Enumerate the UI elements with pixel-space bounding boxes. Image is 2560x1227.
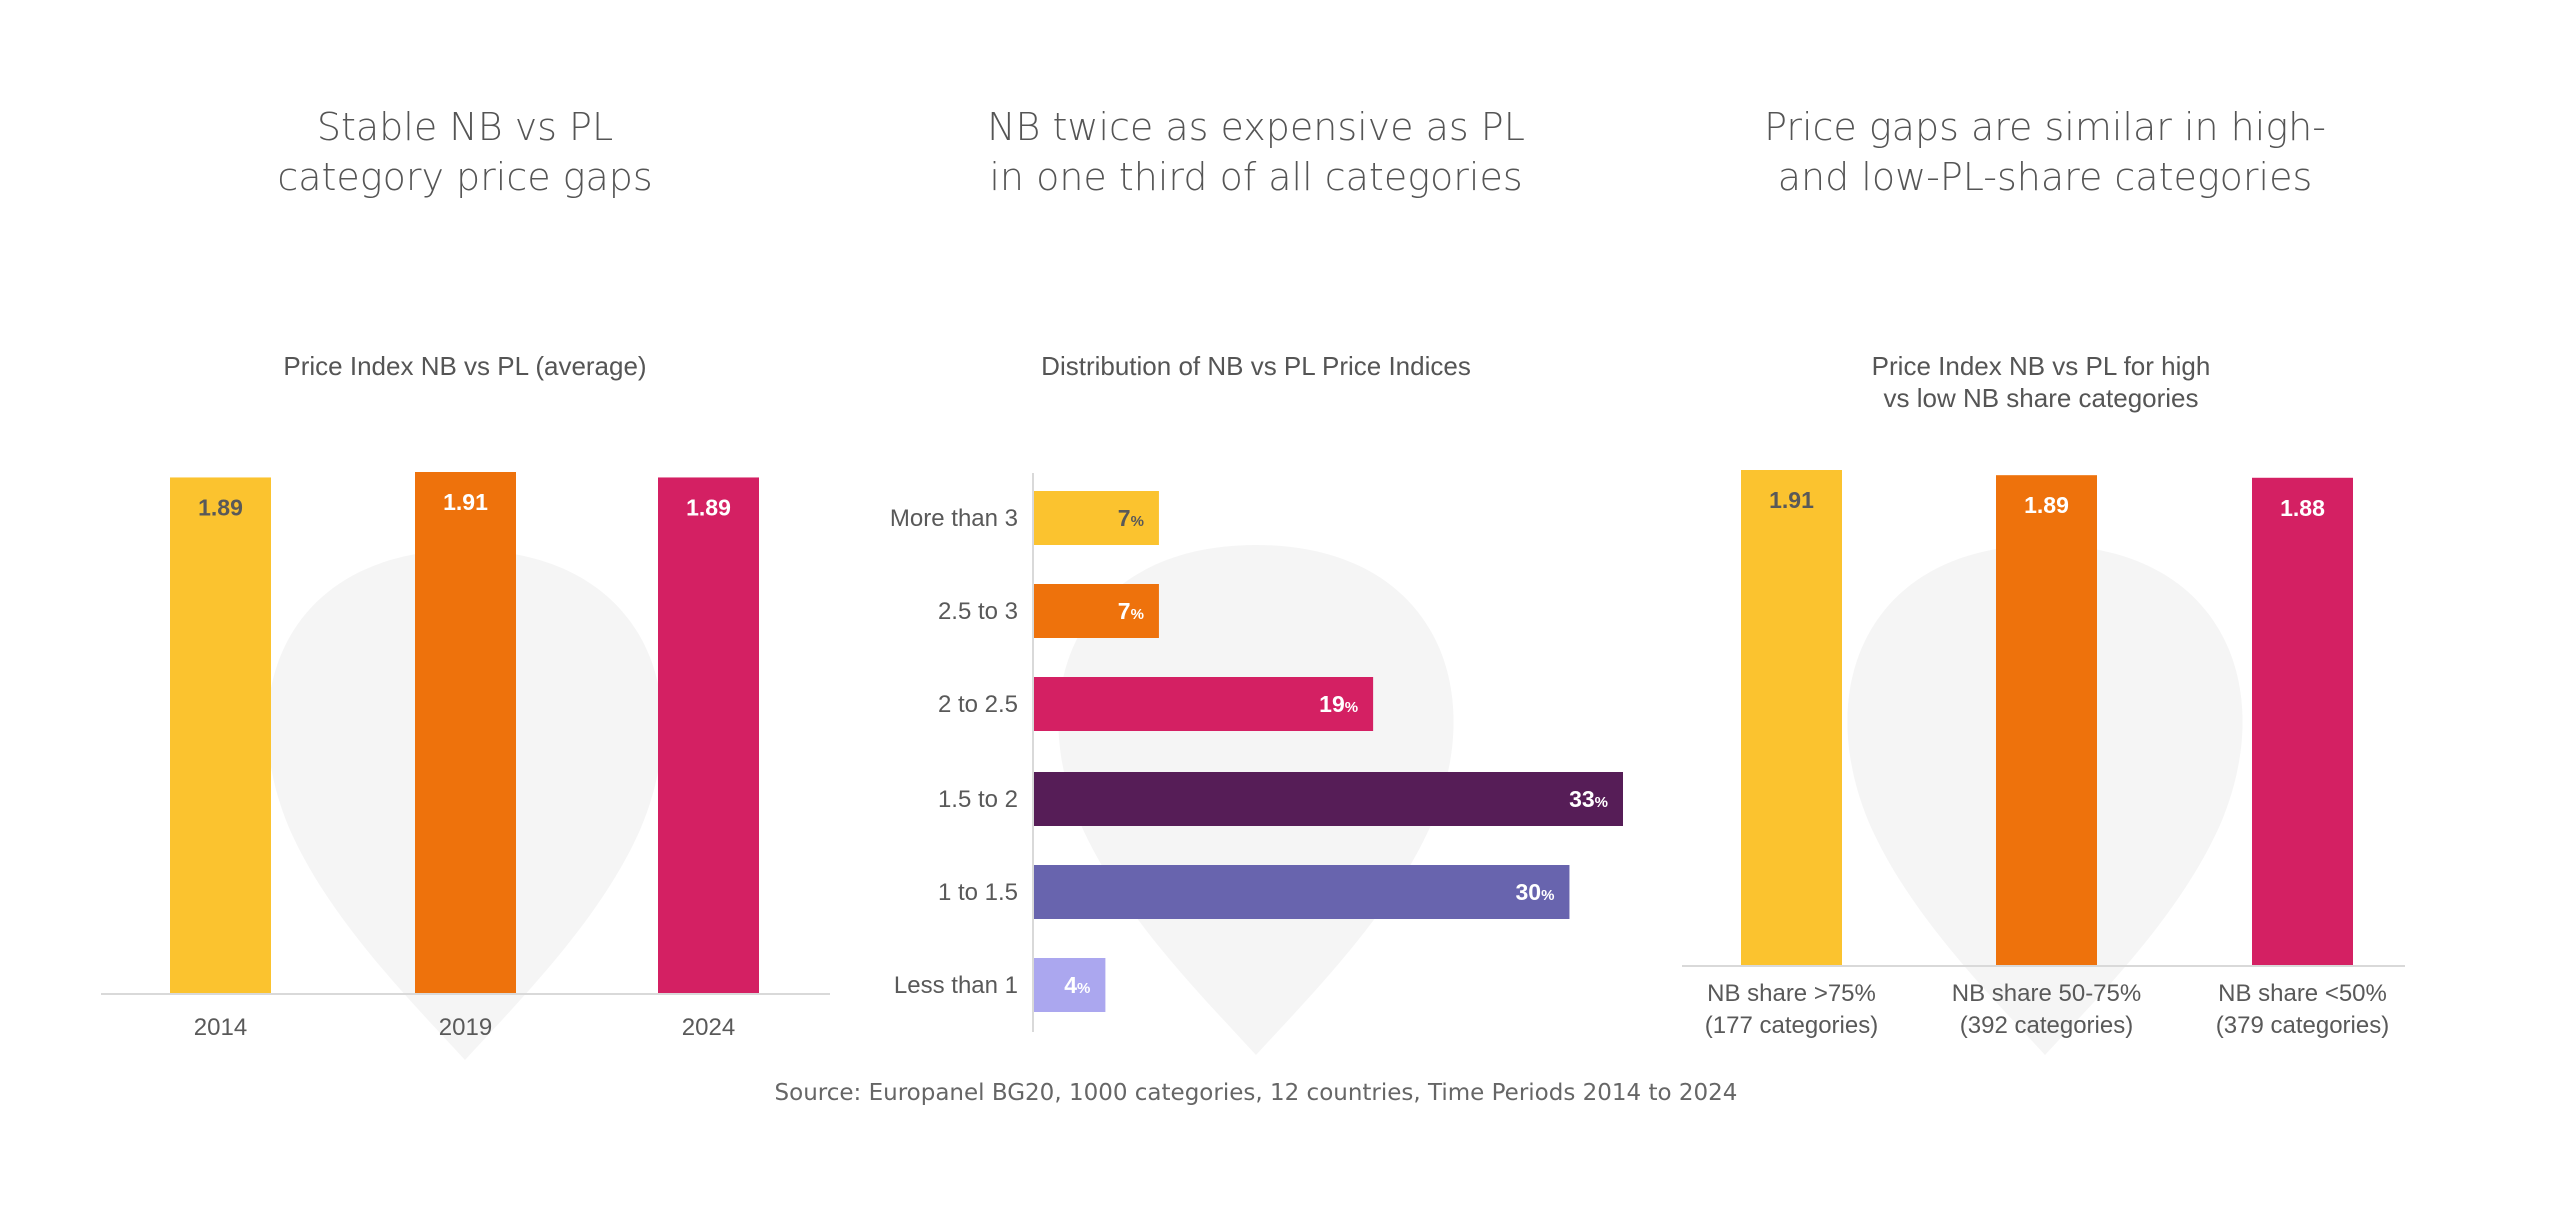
x-tick-label: NB share <50%: [2218, 980, 2387, 1007]
y-tick-label: 2.5 to 3: [938, 598, 1018, 625]
data-label: 7%: [1118, 598, 1144, 624]
bar: [1996, 475, 2097, 965]
headline-3: Price gaps are similar in high- and low-…: [1665, 102, 2425, 202]
data-label-value: 19: [1319, 691, 1345, 717]
bar: [415, 472, 516, 993]
x-tick-label: (379 categories): [2216, 1012, 2389, 1039]
y-tick-label: More than 3: [890, 505, 1018, 532]
data-label-unit: %: [1077, 980, 1090, 997]
x-tick-label: 2014: [194, 1014, 247, 1041]
headline-1-line1: Stable NB vs PL: [316, 105, 614, 149]
data-label-value: 30: [1516, 879, 1542, 905]
bar: [1034, 772, 1623, 826]
headline-3-line2: and low-PL-share categories: [1777, 155, 2313, 199]
y-tick-label: 2 to 2.5: [938, 691, 1018, 718]
bar: [2252, 477, 2353, 965]
y-tick-label: Less than 1: [894, 972, 1018, 999]
x-tick-label: NB share >75%: [1707, 980, 1876, 1007]
data-label: 19%: [1319, 691, 1358, 717]
bar: [658, 477, 759, 993]
x-tick-label: (177 categories): [1705, 1012, 1878, 1039]
headline-2: NB twice as expensive as PL in one third…: [876, 102, 1636, 202]
data-label-unit: %: [1595, 794, 1608, 811]
data-label: 33%: [1569, 786, 1608, 812]
bar: [1741, 470, 1842, 965]
data-label-value: 7: [1118, 598, 1131, 624]
bar: [1034, 677, 1374, 731]
data-label: 1.88: [2280, 495, 2325, 521]
data-label-unit: %: [1131, 606, 1144, 623]
source-note: Source: Europanel BG20, 1000 categories,…: [774, 1080, 1738, 1106]
chart-3-title-line2: vs low NB share categories: [1883, 383, 2199, 413]
data-label-value: 4: [1064, 972, 1077, 998]
data-label: 4%: [1064, 972, 1090, 998]
data-label-unit: %: [1131, 513, 1144, 530]
chart-3-title-line1: Price Index NB vs PL for high: [1871, 351, 2211, 381]
chart-2-title: Distribution of NB vs PL Price Indices: [1041, 351, 1471, 381]
data-label: 1.89: [686, 494, 731, 520]
headline-1: Stable NB vs PL category price gaps: [85, 102, 845, 202]
y-tick-label: 1 to 1.5: [938, 879, 1018, 906]
x-tick-label: 2024: [682, 1014, 735, 1041]
data-label: 7%: [1118, 505, 1144, 531]
chart-1-price-index: 1.89 2014 1.91 2019 1.89 2024: [101, 472, 830, 1041]
bar: [1034, 491, 1159, 545]
data-label: 1.89: [198, 494, 243, 520]
y-tick-label: 1.5 to 2: [938, 786, 1018, 813]
chart-1-title: Price Index NB vs PL (average): [283, 351, 647, 381]
data-label: 1.91: [443, 489, 488, 515]
data-label-unit: %: [1541, 887, 1554, 904]
data-label-value: 7: [1118, 505, 1131, 531]
chart-3-title: Price Index NB vs PL for high vs low NB …: [1661, 350, 2421, 414]
chart-2-distribution: 7% More than 3 7% 2.5 to 3 19% 2 to 2.5 33% 1.5…: [890, 473, 1623, 1032]
headline-2-line1: NB twice as expensive as PL: [987, 105, 1525, 149]
x-tick-label: NB share 50-75%: [1952, 980, 2141, 1007]
headline-2-line2: in one third of all categories: [989, 155, 1523, 199]
data-label-unit: %: [1345, 699, 1358, 716]
headline-3-line1: Price gaps are similar in high-: [1764, 105, 2326, 149]
bar: [1034, 584, 1159, 638]
data-label: 30%: [1516, 879, 1555, 905]
bar: [1034, 958, 1106, 1012]
chart-3-nb-share: 1.91 NB share >75% (177 categories) 1.89 NB …: [1682, 470, 2405, 1039]
x-tick-label: 2019: [439, 1014, 492, 1041]
x-tick-label: (392 categories): [1960, 1012, 2133, 1039]
bar: [1034, 865, 1570, 919]
data-label: 1.89: [2024, 492, 2069, 518]
headline-1-line2: category price gaps: [277, 155, 653, 199]
bar: [170, 477, 271, 993]
data-label: 1.91: [1769, 487, 1814, 513]
data-label-value: 33: [1569, 786, 1595, 812]
